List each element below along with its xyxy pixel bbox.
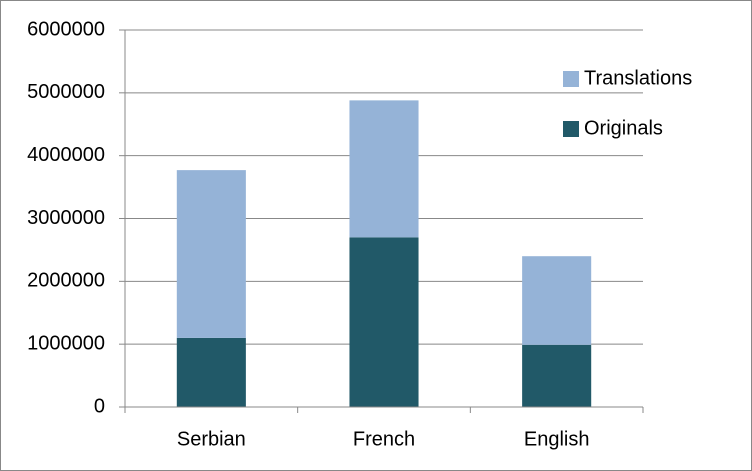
- y-tick-label: 3000000: [27, 207, 105, 229]
- bar-segment: [176, 170, 246, 338]
- x-tick-label: English: [524, 428, 590, 450]
- bar-segment: [522, 256, 592, 345]
- y-tick-label: 2000000: [27, 270, 105, 292]
- legend-label: Translations: [584, 67, 692, 89]
- legend-swatch: [563, 121, 579, 137]
- legend-swatch: [563, 71, 579, 87]
- y-tick-label: 6000000: [27, 18, 105, 40]
- y-tick-label: 0: [94, 395, 105, 417]
- legend-label: Originals: [584, 117, 663, 139]
- x-tick-label: French: [353, 428, 415, 450]
- bar-segment: [349, 237, 419, 407]
- y-tick-label: 1000000: [27, 332, 105, 354]
- bar-segment: [522, 344, 592, 407]
- y-tick-label: 4000000: [27, 144, 105, 166]
- y-tick-label: 5000000: [27, 81, 105, 103]
- x-tick-label: Serbian: [177, 428, 246, 450]
- bar-segment: [176, 337, 246, 407]
- bar-segment: [349, 100, 419, 238]
